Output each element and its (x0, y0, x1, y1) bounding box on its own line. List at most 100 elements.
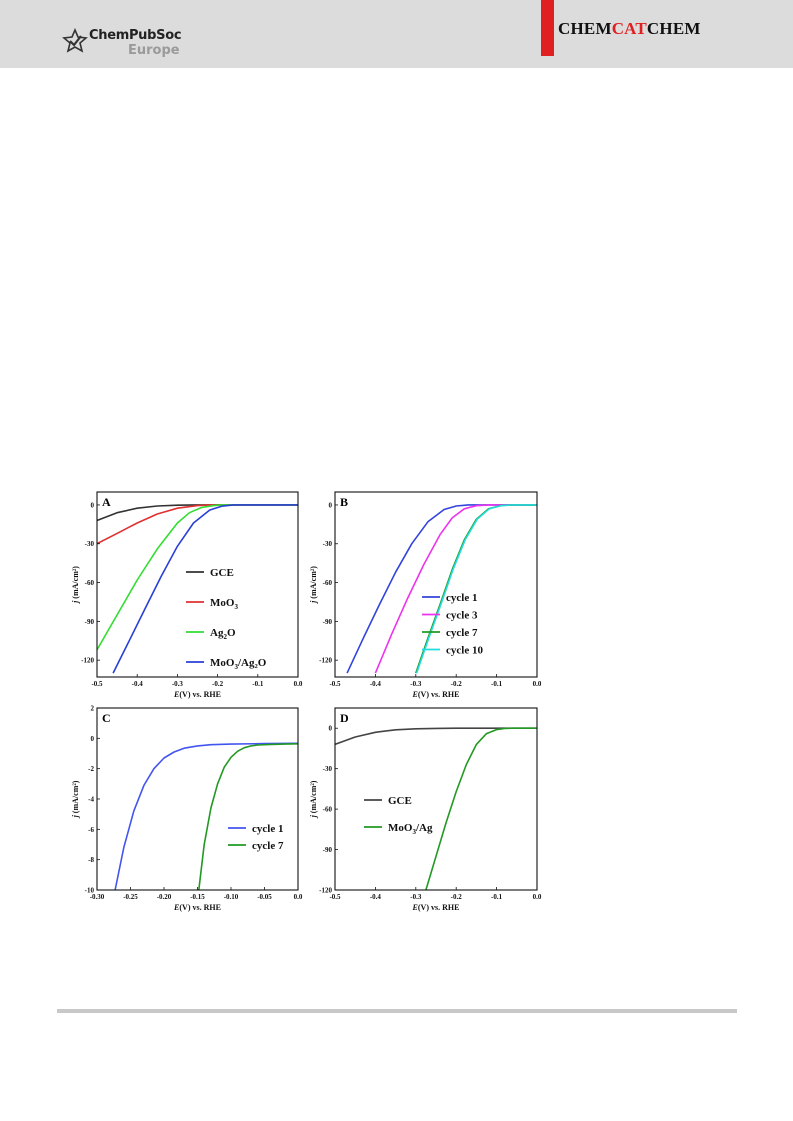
x-tick-label: -0.1 (491, 893, 503, 901)
y-tick-label: -30 (323, 765, 333, 773)
y-tick-label: 0 (329, 501, 333, 509)
legend-label: cycle 7 (252, 840, 284, 852)
y-axis-label: j (mA/cm²) (71, 566, 80, 605)
legend-label: cycle 10 (446, 645, 483, 657)
legend-label: cycle 3 (446, 610, 478, 622)
x-tick-label: -0.5 (91, 680, 103, 688)
legend-label: GCE (388, 795, 412, 807)
x-tick-label: -0.30 (90, 893, 105, 901)
x-tick-label: -0.25 (123, 893, 138, 901)
x-axis-label: E(V) vs. RHE (173, 690, 221, 699)
y-tick-label: -2 (88, 765, 94, 773)
legend-label: cycle 7 (446, 627, 478, 639)
series-line-d-1 (425, 727, 537, 890)
y-tick-label: 0 (329, 725, 333, 733)
x-tick-label: -0.2 (451, 680, 463, 688)
series-line-a-0 (97, 504, 298, 522)
chart-panel-b: -0.5 -0.4 -0.3 -0.2 -0.1 0.0 0 -30 -60 -90 -120 B E(… (309, 491, 542, 699)
x-tick-label: -0.2 (451, 893, 463, 901)
y-axis-label: j (mA/cm²) (309, 780, 318, 819)
panel-letter: A (102, 495, 111, 509)
y-tick-label: -4 (88, 796, 94, 804)
series-line-a-2 (97, 504, 298, 651)
y-tick-label: -120 (319, 657, 332, 665)
series-line-c-1 (198, 743, 298, 890)
panel-letter: C (102, 711, 111, 725)
y-tick-label: 0 (91, 735, 95, 743)
x-tick-label: -0.5 (329, 893, 341, 901)
series-line-b-1 (374, 504, 537, 674)
y-tick-label: -30 (85, 540, 95, 548)
y-axis-label: j (mA/cm²) (309, 566, 318, 605)
panel-letter: D (340, 711, 349, 725)
footer-divider (57, 1009, 737, 1013)
series-line-a-1 (97, 504, 298, 545)
y-tick-label: -120 (319, 887, 332, 895)
legend-label: GCE (210, 567, 234, 579)
plot-frame-b (334, 491, 538, 678)
x-tick-label: -0.3 (410, 893, 422, 901)
journal-header (0, 0, 793, 68)
legend-label: MoO3 (210, 597, 238, 611)
series-line-c-0 (114, 742, 298, 890)
journal-title-part1: CHEM (558, 19, 612, 38)
chart-panel-c: -0.30 -0.25 -0.20 -0.15 -0.10 -0.05 0.0 2 0 -2 -4 -… (71, 705, 303, 913)
x-tick-label: -0.15 (190, 893, 205, 901)
plot-frame-c (96, 707, 299, 891)
plot-frame-a (96, 491, 299, 678)
logo-main-text: ChemPubSoc (89, 28, 182, 43)
y-tick-label: -90 (85, 618, 95, 626)
y-tick-label: -10 (85, 887, 95, 895)
x-tick-label: 0.0 (533, 680, 542, 688)
legend-label: Ag2O (210, 627, 236, 641)
publisher-logo: ChemPubSoc Europe (62, 24, 212, 64)
x-axis-label: E(V) vs. RHE (412, 690, 460, 699)
y-tick-label: 0 (91, 501, 95, 509)
x-tick-label: -0.4 (132, 680, 144, 688)
y-tick-label: -120 (81, 657, 94, 665)
x-tick-label: 0.0 (294, 680, 303, 688)
header-accent-bar (541, 0, 554, 56)
chart-panel-a: -0.5 -0.4 -0.3 -0.2 -0.1 0.0 0 -30 -60 -90 -120 A E(… (71, 491, 303, 699)
x-tick-label: -0.05 (257, 893, 272, 901)
x-tick-label: -0.5 (329, 680, 341, 688)
y-tick-label: -60 (323, 806, 333, 814)
x-tick-label: 0.0 (294, 893, 303, 901)
legend-label: MoO3/Ag (388, 822, 433, 836)
x-tick-label: 0.0 (533, 893, 542, 901)
x-tick-label: -0.10 (224, 893, 239, 901)
chempubsoc-logo-icon (62, 28, 88, 53)
logo-sub-text: Europe (128, 43, 180, 58)
x-tick-label: -0.3 (410, 680, 422, 688)
y-tick-label: -6 (88, 826, 94, 834)
plot-frame-d (334, 707, 538, 891)
x-tick-label: -0.4 (370, 893, 382, 901)
x-tick-label: -0.20 (157, 893, 172, 901)
x-tick-label: -0.1 (252, 680, 264, 688)
x-axis-label: E(V) vs. RHE (173, 903, 221, 912)
journal-title: CHEMCATCHEM (558, 19, 701, 39)
y-tick-label: -30 (323, 540, 333, 548)
legend-label: cycle 1 (446, 592, 477, 604)
y-tick-label: -8 (88, 856, 94, 864)
series-line-b-0 (346, 504, 537, 674)
y-tick-label: -60 (85, 579, 95, 587)
y-tick-label: 2 (91, 705, 95, 713)
legend-label: cycle 1 (252, 823, 283, 835)
legend-label: MoO3/Ag₂O (210, 657, 267, 671)
x-tick-label: -0.4 (370, 680, 382, 688)
x-tick-label: -0.1 (491, 680, 503, 688)
series-line-b-3 (415, 504, 537, 674)
x-tick-label: -0.2 (212, 680, 224, 688)
y-tick-label: -90 (323, 846, 333, 854)
x-axis-label: E(V) vs. RHE (412, 903, 460, 912)
journal-title-part3: CHEM (646, 19, 701, 38)
panel-letter: B (340, 495, 348, 509)
y-tick-label: -60 (323, 579, 333, 587)
y-tick-label: -90 (323, 618, 333, 626)
y-axis-label: j (mA/cm²) (71, 780, 80, 819)
journal-title-part2: CAT (611, 19, 647, 38)
x-tick-label: -0.3 (172, 680, 184, 688)
series-line-d-0 (335, 727, 537, 746)
